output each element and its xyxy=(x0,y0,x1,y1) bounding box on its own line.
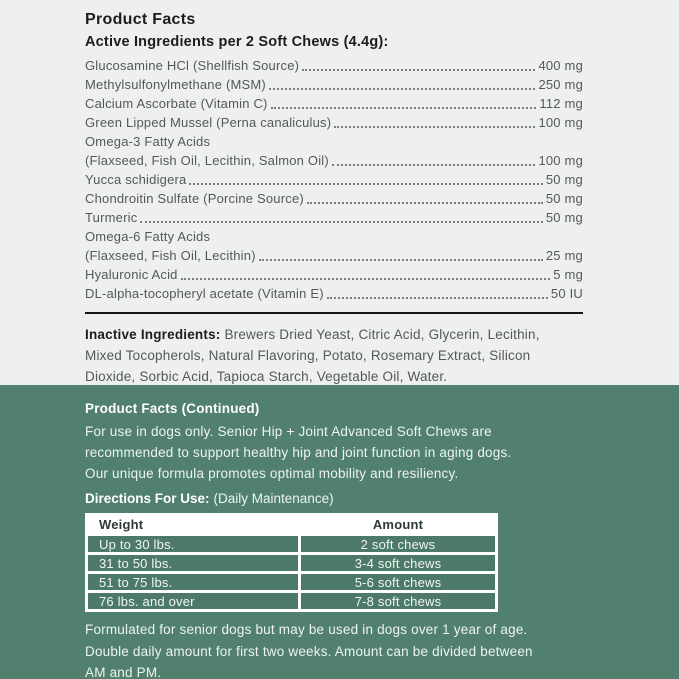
intro-line: Our unique formula promotes optimal mobi… xyxy=(85,466,459,481)
ingredient-row: Yucca schidigera 50 mg xyxy=(85,170,583,189)
ingredient-name: Yucca schidigera xyxy=(85,172,187,187)
ingredient-amount: 50 mg xyxy=(545,172,583,187)
ingredient-row: (Flaxseed, Fish Oil, Lecithin) 25 mg xyxy=(85,246,583,265)
dosage-header-weight: Weight xyxy=(88,516,298,533)
dot-leader xyxy=(331,164,536,166)
dosage-weight: 76 lbs. and over xyxy=(88,593,298,609)
product-facts-title: Product Facts xyxy=(85,11,196,28)
ingredient-group-row: Omega-6 Fatty Acids xyxy=(85,227,583,246)
ingredient-row: Glucosamine HCl (Shellfish Source) 400 m… xyxy=(85,56,583,75)
ingredient-name: (Flaxseed, Fish Oil, Lecithin, Salmon Oi… xyxy=(85,153,329,168)
ingredient-name: Omega-6 Fatty Acids xyxy=(85,229,211,244)
intro-line: recommended to support healthy hip and j… xyxy=(85,445,512,460)
ingredient-amount: 100 mg xyxy=(538,115,583,130)
dosage-amount: 7-8 soft chews xyxy=(301,593,495,609)
dosage-row: 31 to 50 lbs. 3-4 soft chews xyxy=(88,555,495,571)
section-divider xyxy=(85,312,583,314)
directions-for-use: Directions For Use: (Daily Maintenance) xyxy=(85,490,595,507)
ingredient-amount: 5 mg xyxy=(553,267,583,282)
ingredient-group-row: Omega-3 Fatty Acids xyxy=(85,132,583,151)
ingredient-row: Hyaluronic Acid 5 mg xyxy=(85,265,583,284)
ingredient-amount: 100 mg xyxy=(538,153,583,168)
dot-leader xyxy=(334,126,536,128)
ingredient-row: Green Lipped Mussel (Perna canaliculus) … xyxy=(85,113,583,132)
active-ingredients-heading: Active Ingredients per 2 Soft Chews (4.4… xyxy=(85,34,389,50)
ingredient-amount: 50 mg xyxy=(545,191,583,206)
dosage-amount: 2 soft chews xyxy=(301,536,495,552)
ingredient-row: Methylsulfonylmethane (MSM) 250 mg xyxy=(85,75,583,94)
ingredient-row: Calcium Ascorbate (Vitamin C) 112 mg xyxy=(85,94,583,113)
dosage-amount: 3-4 soft chews xyxy=(301,555,495,571)
inactive-ingredients-line: Mixed Tocopherols, Natural Flavoring, Po… xyxy=(85,348,531,363)
ingredient-row: Turmeric 50 mg xyxy=(85,208,583,227)
dot-leader xyxy=(306,202,543,204)
dot-leader xyxy=(268,88,536,90)
product-facts-section: Product Facts Active Ingredients per 2 S… xyxy=(85,11,583,385)
inactive-ingredients-text: Brewers Dried Yeast, Citric Acid, Glycer… xyxy=(224,327,540,342)
inactive-ingredients-line: Dioxide, Sorbic Acid, Tapioca Starch, Ve… xyxy=(85,369,448,384)
continued-title: Product Facts (Continued) xyxy=(85,401,260,416)
footer-line: Double daily amount for first two weeks.… xyxy=(85,643,533,659)
dosage-row: Up to 30 lbs. 2 soft chews xyxy=(88,536,495,552)
ingredient-amount: 250 mg xyxy=(538,77,583,92)
dot-leader xyxy=(140,221,543,223)
dot-leader xyxy=(189,183,543,185)
dosage-weight: 51 to 75 lbs. xyxy=(88,574,298,590)
ingredient-amount: 50 mg xyxy=(545,210,583,225)
dot-leader xyxy=(326,297,548,299)
dosage-header-row: Weight Amount xyxy=(88,516,495,533)
footer-line: Formulated for senior dogs but may be us… xyxy=(85,622,528,637)
ingredient-amount: 400 mg xyxy=(538,58,583,73)
dot-leader xyxy=(180,278,551,280)
dosage-weight: Up to 30 lbs. xyxy=(88,536,298,552)
ingredient-name: Methylsulfonylmethane (MSM) xyxy=(85,77,266,92)
footer-line: AM and PM. xyxy=(85,665,162,679)
dosage-table: Weight Amount Up to 30 lbs. 2 soft chews… xyxy=(85,513,498,612)
dosage-weight: 31 to 50 lbs. xyxy=(88,555,298,571)
dot-leader xyxy=(258,259,543,261)
dot-leader xyxy=(270,107,537,109)
usage-footer: Formulated for senior dogs but may be us… xyxy=(85,619,595,679)
ingredient-row: (Flaxseed, Fish Oil, Lecithin, Salmon Oi… xyxy=(85,151,583,170)
ingredient-name: Glucosamine HCl (Shellfish Source) xyxy=(85,58,300,73)
ingredient-list: Glucosamine HCl (Shellfish Source) 400 m… xyxy=(85,56,583,303)
dosage-amount: 5-6 soft chews xyxy=(301,574,495,590)
intro-line: For use in dogs only. Senior Hip + Joint… xyxy=(85,424,492,439)
ingredient-row: DL-alpha-tocopheryl acetate (Vitamin E) … xyxy=(85,284,583,303)
ingredient-name: Chondroitin Sulfate (Porcine Source) xyxy=(85,191,304,206)
ingredient-amount: 50 IU xyxy=(550,286,583,301)
dot-leader xyxy=(302,69,536,71)
usage-intro: For use in dogs only. Senior Hip + Joint… xyxy=(85,421,595,484)
ingredient-name: Green Lipped Mussel (Perna canaliculus) xyxy=(85,115,332,130)
ingredient-name: Omega-3 Fatty Acids xyxy=(85,134,211,149)
directions-label: Directions For Use: xyxy=(85,491,210,506)
inactive-ingredients-label: Inactive Ingredients: xyxy=(85,327,221,342)
ingredient-name: Turmeric xyxy=(85,210,138,225)
product-facts-continued-section: Product Facts (Continued) For use in dog… xyxy=(0,385,679,679)
dosage-row: 76 lbs. and over 7-8 soft chews xyxy=(88,593,495,609)
ingredient-amount: 112 mg xyxy=(539,96,583,111)
ingredient-row: Chondroitin Sulfate (Porcine Source) 50 … xyxy=(85,189,583,208)
ingredient-name: (Flaxseed, Fish Oil, Lecithin) xyxy=(85,248,256,263)
inactive-ingredients-line: Inactive Ingredients: Brewers Dried Yeas… xyxy=(85,324,583,345)
dosage-row: 51 to 75 lbs. 5-6 soft chews xyxy=(88,574,495,590)
dosage-header-amount: Amount xyxy=(301,516,495,533)
ingredient-amount: 25 mg xyxy=(545,248,583,263)
inactive-ingredients: Inactive Ingredients: Brewers Dried Yeas… xyxy=(85,324,583,385)
directions-note: (Daily Maintenance) xyxy=(213,491,334,506)
ingredient-name: DL-alpha-tocopheryl acetate (Vitamin E) xyxy=(85,286,324,301)
ingredient-name: Calcium Ascorbate (Vitamin C) xyxy=(85,96,268,111)
ingredient-name: Hyaluronic Acid xyxy=(85,267,178,282)
